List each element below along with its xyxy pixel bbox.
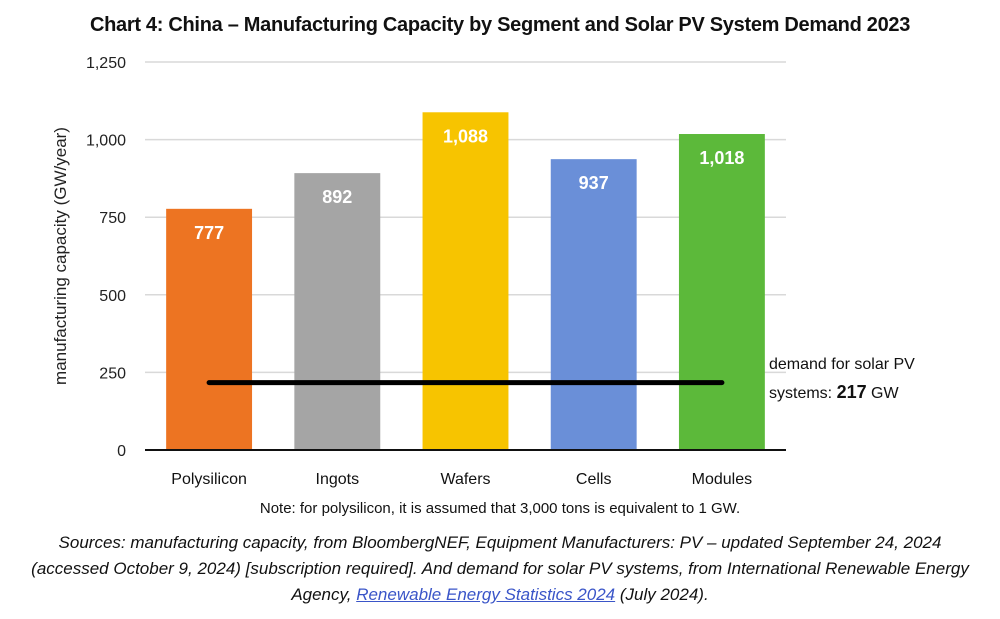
bar-value-label: 892 (322, 187, 352, 207)
y-axis-label: manufacturing capacity (GW/year) (51, 127, 70, 385)
demand-annotation-value: 217 (837, 382, 867, 402)
y-tick-label: 250 (99, 365, 126, 382)
y-tick-label: 0 (117, 443, 126, 460)
y-tick-label: 500 (99, 288, 126, 305)
x-axis-categories: Polysilicon Ingots Wafers Cells Modules (171, 471, 752, 488)
x-category-label: Polysilicon (171, 471, 247, 488)
chart-note: Note: for polysilicon, it is assumed tha… (259, 500, 741, 517)
bar-polysilicon (166, 208, 253, 450)
bar-chart: 0 250 500 750 1,000 1,250 manufacturing capac… (51, 55, 915, 488)
bar-value-label: 777 (194, 223, 224, 243)
bar-cells (550, 159, 637, 450)
y-tick-label: 750 (99, 210, 126, 227)
x-category-label: Cells (576, 471, 612, 488)
bar-value-label: 1,018 (699, 148, 744, 168)
bars: 777 892 1,088 937 1,018 (166, 112, 765, 451)
x-category-label: Ingots (316, 471, 360, 488)
y-tick-label: 1,000 (86, 133, 126, 150)
chart-title: Chart 4: China – Manufacturing Capacity … (89, 14, 911, 36)
y-tick-label: 1,250 (86, 55, 126, 72)
demand-annotation-line1: demand for solar PV (769, 356, 915, 373)
demand-annotation-unit: GW (867, 385, 900, 402)
demand-annotation-prefix: systems: (769, 385, 837, 402)
sources-link[interactable]: Renewable Energy Statistics 2024 (356, 585, 616, 604)
x-category-label: Wafers (440, 471, 490, 488)
x-category-label: Modules (692, 471, 752, 488)
y-axis-ticks: 0 250 500 750 1,000 1,250 (86, 55, 126, 460)
bar-ingots (294, 173, 381, 450)
bar-value-label: 937 (579, 173, 609, 193)
bar-modules (678, 134, 765, 450)
sources-text-after: (July 2024). (615, 585, 709, 604)
bar-value-label: 1,088 (443, 126, 488, 146)
sources-text: Sources: manufacturing capacity, from Bl… (20, 530, 980, 608)
sources-text-before: Sources: manufacturing capacity, from Bl… (31, 533, 969, 604)
demand-annotation-line2: systems: 217 GW (769, 382, 900, 402)
bar-wafers (422, 112, 509, 451)
